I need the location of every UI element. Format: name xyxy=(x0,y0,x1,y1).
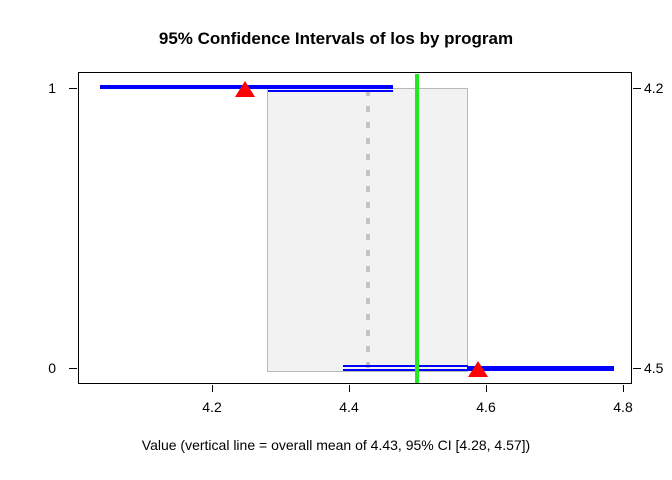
x-tick-label: 4.6 xyxy=(476,399,496,415)
x-axis-caption: Value (vertical line = overall mean of 4… xyxy=(141,437,531,453)
y-tick-1 xyxy=(69,88,77,89)
x-tick-4-8 xyxy=(623,385,624,392)
x-tick-label: 4.2 xyxy=(202,399,222,415)
x-tick-label: 4.4 xyxy=(339,399,359,415)
x-tick-4-4 xyxy=(349,385,350,392)
right-tick-bottom xyxy=(633,368,641,369)
group1-mean-triangle-icon xyxy=(235,81,255,97)
right-group-mean-label: 4.5 xyxy=(644,360,664,376)
group0-ci-line xyxy=(467,366,614,371)
y-tick-0 xyxy=(69,368,77,369)
x-tick-4-6 xyxy=(486,385,487,392)
y-tick-label-0: 0 xyxy=(48,360,56,376)
right-tick-top xyxy=(633,88,641,89)
x-tick-label: 4.8 xyxy=(613,399,633,415)
group1-ci-thin-segment xyxy=(268,90,393,92)
group0-mean-triangle-icon xyxy=(468,361,488,377)
reference-vline xyxy=(415,74,419,383)
right-group-mean-label: 4.2 xyxy=(644,80,664,96)
overall-mean-dashed-line xyxy=(366,90,370,376)
x-tick-4-2 xyxy=(212,385,213,392)
group0-ci-thin-segment-bottom xyxy=(343,369,468,371)
y-tick-label-1: 1 xyxy=(48,80,56,96)
group0-ci-thin-segment-top xyxy=(343,365,468,367)
chart-title: 95% Confidence Intervals of los by progr… xyxy=(158,29,514,48)
